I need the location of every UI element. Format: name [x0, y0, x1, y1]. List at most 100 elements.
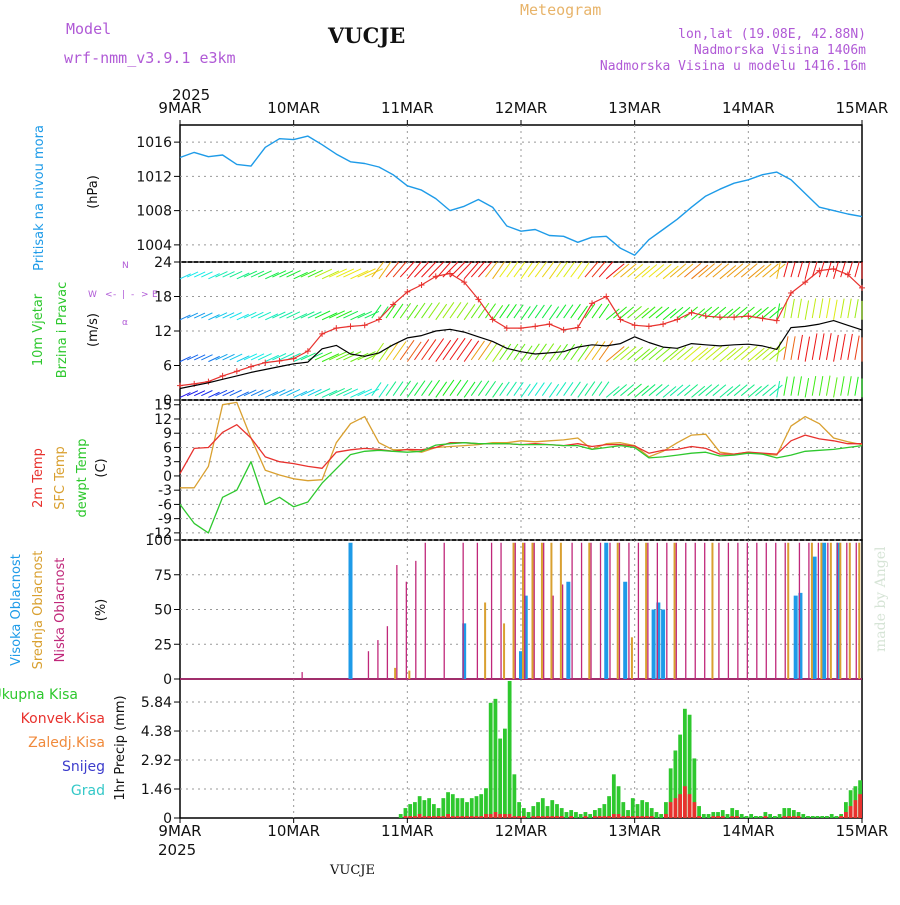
precip-conv-bar	[498, 814, 503, 818]
wind-arrow	[506, 261, 519, 278]
wind-arrow	[463, 304, 476, 321]
precip-conv-bar	[531, 816, 536, 818]
precip-total-bar	[739, 814, 744, 818]
y-tick-label: -6	[158, 497, 172, 513]
wind-arrow	[570, 303, 581, 319]
wind-arrow	[811, 261, 818, 278]
wind-gust-marker	[219, 372, 226, 379]
wind-arrow	[534, 304, 545, 319]
wind-arrow	[229, 270, 243, 278]
precip-total-bar	[673, 750, 678, 818]
wind-arrow	[655, 263, 672, 278]
y-tick-label: -12	[149, 526, 172, 542]
wind-gust-marker	[660, 321, 667, 328]
wind-arrow	[513, 343, 526, 361]
precip-total-bar	[744, 816, 749, 818]
wind-arrow	[364, 268, 383, 278]
wind-arrow	[442, 379, 455, 396]
wind-arrow	[371, 342, 384, 361]
wind-arrow	[641, 264, 658, 278]
wind-arrow	[364, 388, 380, 397]
precip-total-bar	[408, 804, 413, 818]
wind-arrow	[257, 311, 272, 319]
wind-gust-marker	[475, 296, 482, 303]
wind-arrow	[485, 261, 498, 278]
wind-arrow	[605, 308, 620, 321]
wind-arrow	[634, 307, 649, 321]
wind-arrow	[286, 311, 301, 319]
wind-arrow	[414, 261, 430, 278]
precip-conv-bar	[791, 816, 796, 818]
wind-arrow	[300, 269, 316, 278]
precip-conv-bar	[550, 816, 555, 818]
precip-total-bar	[597, 808, 602, 818]
wind-gust-marker	[446, 270, 453, 277]
pressure-line	[179, 135, 863, 256]
wind-arrow	[456, 302, 469, 319]
wind-gust-marker	[248, 363, 255, 370]
temp-label-3: dewpt Temp	[75, 438, 90, 517]
wind-arrow	[804, 300, 810, 320]
wind-arrow	[435, 303, 448, 321]
precip-conv-bar	[469, 816, 474, 818]
wind-arrow	[712, 346, 730, 361]
wind-gust-marker	[532, 323, 539, 330]
wind-arrow	[357, 268, 376, 278]
precip-conv-bar	[450, 816, 455, 818]
wind-unit: (m/s)	[86, 313, 101, 347]
wind-dir-key-mark: <	[105, 290, 113, 300]
wind-arrow	[833, 334, 839, 362]
wind-arrow	[321, 353, 340, 363]
wind-arrow	[818, 298, 824, 319]
precip-total-bar	[848, 790, 853, 818]
wind-gust-marker	[489, 316, 496, 323]
wind-arrow	[818, 333, 825, 360]
year-top: 2025	[172, 86, 210, 104]
wind-arrow	[776, 261, 781, 279]
wind-arrow	[776, 380, 781, 398]
wind-arrow	[534, 343, 547, 361]
x-tick-label-bottom: 14MAR	[722, 822, 775, 840]
y-tick-label: 25	[154, 637, 172, 653]
wind-arrow	[691, 264, 709, 280]
wind-arrow	[186, 312, 199, 319]
wind-gust-marker	[319, 330, 326, 337]
wind-arrow	[406, 304, 419, 321]
wind-arrow	[769, 307, 783, 319]
precip-total-bar	[465, 802, 469, 818]
precip-total-bar	[735, 810, 739, 818]
wind-gust-marker	[404, 288, 411, 295]
wind-arrow	[549, 345, 562, 362]
y-tick-label: -3	[158, 483, 172, 499]
precip-total-bar	[479, 794, 484, 818]
wind-arrow	[449, 379, 462, 396]
pressure-label: Pritisak na nivou mora	[32, 125, 47, 271]
wind-direction-key: W < - | - > ENα	[88, 261, 158, 328]
wind-gust-marker	[773, 317, 780, 324]
wind-arrow	[215, 389, 228, 397]
wind-arrow	[719, 308, 734, 321]
wind-arrow	[243, 270, 258, 278]
wind-gust-marker	[802, 279, 809, 286]
wind-arrow	[755, 384, 769, 397]
wind-arrow	[477, 340, 493, 361]
wind-arrow	[691, 347, 709, 363]
wind-arrow	[442, 302, 455, 319]
wind-arrow	[215, 271, 228, 278]
wind-gust-marker	[787, 290, 794, 297]
wind-arrow	[229, 389, 242, 397]
wind-arrow	[541, 382, 552, 396]
precip-conv-bar	[649, 816, 654, 818]
precip-conv-bar	[853, 800, 858, 818]
wind-gust-marker	[617, 316, 624, 323]
wind-gust-marker	[830, 265, 837, 272]
y-tick-label: 5.84	[141, 695, 172, 711]
year-bottom: 2025	[158, 841, 196, 859]
precip-total-bar	[578, 814, 583, 818]
precip-total-bar	[550, 800, 555, 818]
precip-conv-bar	[678, 794, 683, 818]
wind-arrow	[222, 312, 235, 319]
wind-arrow	[527, 343, 540, 361]
precip-conv-bar	[521, 816, 526, 818]
wind-arrow	[797, 261, 803, 278]
